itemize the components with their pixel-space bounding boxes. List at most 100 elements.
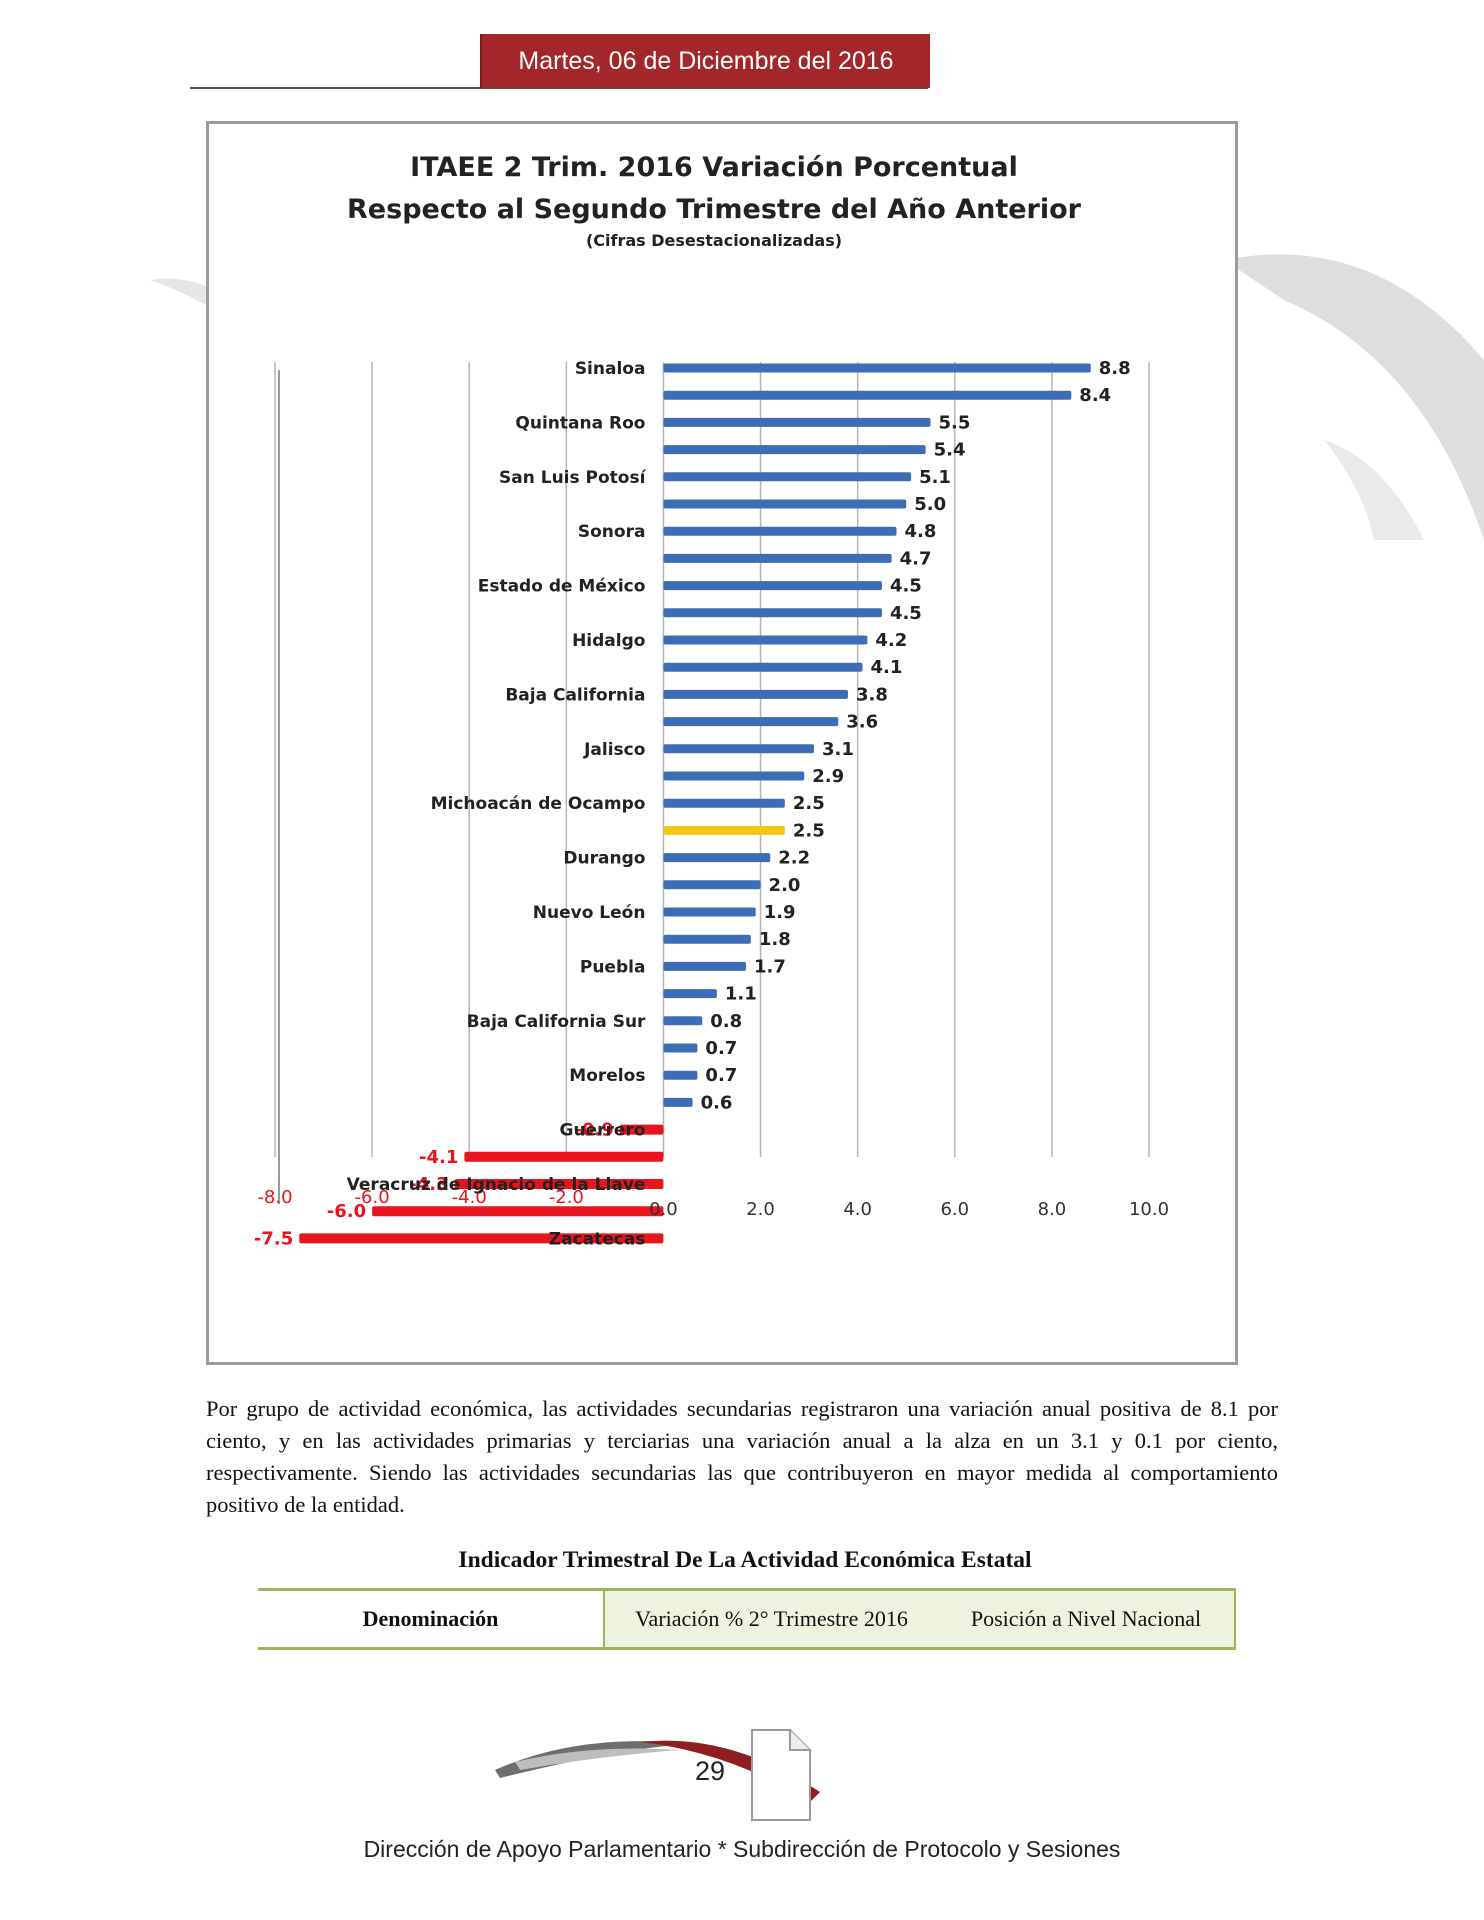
bar-18 bbox=[663, 853, 771, 863]
bar-16 bbox=[663, 798, 785, 808]
bar-3 bbox=[663, 445, 926, 455]
value-label-6: 4.8 bbox=[905, 521, 937, 542]
bar-14 bbox=[663, 744, 814, 754]
value-label-11: 4.1 bbox=[871, 657, 903, 678]
chart-frame: -8.0 -6.0 -4.0 -2.0 0.0 2.0 4.0 6.0 8.0 10.0 8.8 Si… bbox=[206, 121, 1238, 1365]
chart-subtitle: (Cifras Desestacionalizadas) bbox=[586, 231, 842, 250]
x-tick-label-6: 4.0 bbox=[843, 1199, 872, 1220]
bar-0 bbox=[663, 363, 1091, 373]
value-label-25: 0.7 bbox=[705, 1038, 737, 1059]
footer-swoosh-decoration bbox=[495, 1729, 820, 1821]
value-label-23: 1.1 bbox=[725, 984, 757, 1005]
footer-text: Dirección de Apoyo Parlamentario * Subdi… bbox=[363, 1836, 1121, 1862]
chart-title: ITAEE 2 Trim. 2016 Variación Porcentual bbox=[410, 152, 1018, 183]
x-tick-label-4: 0.0 bbox=[649, 1199, 678, 1220]
category-label-10: Hidalgo bbox=[572, 631, 645, 651]
value-label-5: 5.0 bbox=[914, 494, 946, 515]
category-label-4: San Luis Potosí bbox=[499, 468, 647, 488]
value-label-7: 4.7 bbox=[900, 548, 932, 569]
value-label-20: 1.9 bbox=[764, 902, 796, 923]
value-label-3: 5.4 bbox=[934, 440, 966, 461]
category-label-2: Quintana Roo bbox=[515, 413, 645, 433]
x-tick-label-3: -2.0 bbox=[549, 1187, 584, 1208]
value-label-10: 4.2 bbox=[875, 630, 907, 651]
indicator-table-header: Denominación Variación % 2° Trimestre 20… bbox=[258, 1588, 1236, 1650]
x-tick-label-2: -4.0 bbox=[452, 1187, 487, 1208]
category-label-20: Nuevo León bbox=[533, 903, 646, 923]
table-header-denominacion: Denominación bbox=[362, 1606, 499, 1631]
category-label-22: Puebla bbox=[580, 957, 646, 977]
value-label-27: 0.6 bbox=[701, 1092, 733, 1113]
value-label-26: 0.7 bbox=[705, 1065, 737, 1086]
bar-15 bbox=[663, 771, 805, 781]
page-number: 29 bbox=[694, 1756, 726, 1786]
bar-19 bbox=[663, 880, 761, 890]
bar-5 bbox=[663, 499, 907, 509]
bar-11 bbox=[663, 662, 863, 672]
value-label-12: 3.8 bbox=[856, 684, 888, 705]
value-label-30: -4.3 bbox=[409, 1174, 448, 1195]
value-label-32: -7.5 bbox=[254, 1228, 293, 1249]
value-label-24: 0.8 bbox=[710, 1011, 742, 1032]
category-label-30: Veracruz de Ignacio de la Llave bbox=[347, 1175, 646, 1195]
category-label-18: Durango bbox=[563, 849, 645, 869]
category-label-24: Baja California Sur bbox=[467, 1012, 646, 1032]
value-label-22: 1.7 bbox=[754, 956, 786, 977]
body-paragraph: Por grupo de actividad económica, las ac… bbox=[206, 1396, 1278, 1517]
bar-28 bbox=[619, 1124, 664, 1135]
bar-2 bbox=[663, 417, 931, 427]
bar-27 bbox=[663, 1097, 693, 1107]
x-tick-label-1: -6.0 bbox=[355, 1187, 390, 1208]
value-label-1: 8.4 bbox=[1079, 385, 1111, 406]
bar-4 bbox=[663, 472, 912, 482]
value-label-31: -6.0 bbox=[327, 1201, 366, 1222]
category-label-0: Sinaloa bbox=[575, 359, 646, 379]
table-title: Indicador Trimestral De La Actividad Eco… bbox=[458, 1547, 1032, 1573]
bar-6 bbox=[663, 526, 897, 536]
value-label-18: 2.2 bbox=[778, 848, 810, 869]
watermark-swoosh-right bbox=[1224, 254, 1484, 540]
bar-26 bbox=[663, 1070, 698, 1080]
value-label-14: 3.1 bbox=[822, 739, 854, 760]
x-tick-label-9: 10.0 bbox=[1129, 1199, 1169, 1220]
category-label-32: Zacatecas bbox=[549, 1229, 646, 1249]
bar-20 bbox=[663, 907, 756, 917]
bar-22 bbox=[663, 961, 746, 971]
value-label-2: 5.5 bbox=[939, 412, 971, 433]
value-label-17: 2.5 bbox=[793, 820, 825, 841]
date-banner: Martes, 06 de Diciembre del 2016 bbox=[480, 34, 930, 88]
bar-12 bbox=[663, 689, 848, 699]
bar-9 bbox=[663, 608, 882, 618]
bar-8 bbox=[663, 581, 882, 591]
value-label-4: 5.1 bbox=[919, 467, 951, 488]
category-label-26: Morelos bbox=[569, 1066, 645, 1086]
value-label-0: 8.8 bbox=[1099, 358, 1131, 379]
value-label-13: 3.6 bbox=[846, 712, 878, 733]
x-tick-label-8: 8.0 bbox=[1038, 1199, 1067, 1220]
bar-32 bbox=[299, 1233, 664, 1244]
category-label-8: Estado de México bbox=[478, 577, 646, 597]
value-label-21: 1.8 bbox=[759, 929, 791, 950]
itaee-bar-chart: -8.0 -6.0 -4.0 -2.0 0.0 2.0 4.0 6.0 8.0 10.0 8.8 Si… bbox=[254, 152, 1169, 1249]
value-label-16: 2.5 bbox=[793, 793, 825, 814]
value-label-8: 4.5 bbox=[890, 576, 922, 597]
x-tick-label-5: 2.0 bbox=[746, 1199, 775, 1220]
bar-24 bbox=[663, 1016, 703, 1026]
value-label-28: -0.9 bbox=[574, 1120, 613, 1141]
category-label-14: Jalisco bbox=[583, 740, 645, 760]
category-label-12: Baja California bbox=[505, 685, 645, 705]
bar-17 bbox=[663, 825, 785, 835]
x-tick-label-0: -8.0 bbox=[257, 1187, 292, 1208]
header-rule bbox=[190, 87, 928, 89]
chart-title-line2: Respecto al Segundo Trimestre del Año An… bbox=[347, 194, 1082, 225]
category-label-28: Guerrero bbox=[559, 1121, 645, 1141]
value-label-9: 4.5 bbox=[890, 603, 922, 624]
value-label-19: 2.0 bbox=[769, 875, 801, 896]
bar-30 bbox=[454, 1179, 664, 1189]
bar-1 bbox=[663, 390, 1072, 400]
category-label-6: Sonora bbox=[578, 522, 646, 542]
bar-7 bbox=[663, 553, 892, 563]
bar-23 bbox=[663, 989, 717, 999]
bar-31 bbox=[372, 1206, 664, 1217]
bar-21 bbox=[663, 934, 751, 944]
